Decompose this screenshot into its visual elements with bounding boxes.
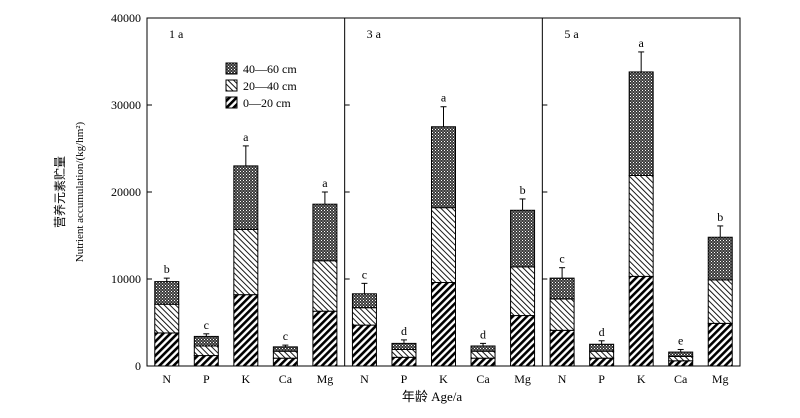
y-tick-label: 0 (135, 359, 141, 373)
significance-letter: c (204, 318, 209, 332)
bar-segment (628, 71, 654, 176)
bar-segment (431, 207, 456, 283)
bar-segment (391, 348, 417, 358)
significance-letter: e (678, 333, 683, 347)
bar-segment (272, 357, 298, 367)
bar-segment (628, 275, 654, 367)
significance-letter: b (520, 183, 526, 197)
bar-segment (510, 315, 536, 367)
y-axis-title: 营养元素贮量 (52, 156, 67, 228)
legend-swatch-0-20 (225, 96, 238, 109)
panel-label: 3 a (367, 27, 382, 41)
labels: 0 10000 20000 30000 40000 1 a b Nc Pa Kc Ca a Mg 3 a c… (111, 11, 729, 386)
bar-segment (510, 209, 536, 268)
bar-segment (154, 281, 180, 305)
legend-label-40-60: 40—60 cm (243, 62, 297, 76)
bar-segment (233, 228, 259, 296)
bar-segment (154, 303, 180, 334)
bar-segment (668, 351, 694, 357)
significance-letter: b (164, 262, 170, 276)
bar-segment (431, 281, 456, 367)
bar-segment (470, 345, 496, 352)
significance-letter: a (243, 130, 249, 144)
legend-swatch-40-60 (225, 62, 238, 75)
x-tick-label: N (162, 372, 171, 386)
bar-segment (431, 126, 456, 209)
x-tick-label: Mg (317, 372, 334, 386)
bar-segment (154, 332, 180, 367)
bar-segment (510, 266, 536, 317)
bar-segment (312, 203, 338, 262)
x-tick-label: Mg (712, 372, 729, 386)
bar-segment (272, 346, 298, 352)
x-axis-title: 年龄 Age/a (402, 389, 463, 404)
bar-segment (193, 335, 219, 347)
x-tick-label: Mg (514, 372, 531, 386)
legend-swatch-20-40 (225, 79, 238, 92)
bar-segment (233, 294, 259, 367)
bar-segment (391, 342, 417, 350)
y-axis-subtitle: Nutrient accumulation/(kg/hm²) (74, 121, 86, 262)
bar-segment (470, 350, 496, 359)
bar-segment (668, 360, 694, 367)
x-tick-label: Ca (674, 372, 688, 386)
bar-segment (233, 165, 259, 230)
bar-segment (707, 236, 733, 281)
bar-segment (668, 355, 694, 362)
x-tick-label: N (558, 372, 567, 386)
y-tick-label: 30000 (111, 98, 141, 112)
significance-letter: b (717, 210, 723, 224)
bar-segment (312, 310, 338, 367)
y-tick-label: 40000 (111, 11, 141, 25)
bar-segment (312, 260, 338, 312)
legend-label-0-20: 0—20 cm (243, 96, 291, 110)
legend-label-20-40: 20—40 cm (243, 79, 297, 93)
bar-segment (351, 307, 377, 326)
x-tick-label: K (439, 372, 448, 386)
panel-label: 1 a (169, 27, 184, 41)
significance-letter: a (322, 176, 328, 190)
bar-segment (193, 355, 219, 367)
bar-segment (549, 298, 575, 331)
bar-segment (549, 329, 575, 367)
bars (154, 51, 733, 367)
y-tick-label: 20000 (111, 185, 141, 199)
bar-segment (628, 174, 654, 277)
bar-segment (193, 345, 219, 357)
x-tick-label: K (637, 372, 646, 386)
significance-letter: d (480, 327, 486, 341)
significance-letter: d (599, 325, 605, 339)
significance-letter: c (283, 329, 288, 343)
bar-segment (351, 293, 377, 309)
x-tick-label: K (241, 372, 250, 386)
bar-segment (351, 324, 377, 367)
significance-letter: c (559, 252, 564, 266)
bar-segment (272, 350, 298, 359)
significance-letter: c (362, 267, 367, 281)
x-tick-label: P (401, 372, 408, 386)
y-tick-label: 10000 (111, 272, 141, 286)
bar-segment (707, 279, 733, 324)
significance-letter: a (441, 91, 447, 105)
x-tick-label: Ca (279, 372, 293, 386)
bar-segment (707, 322, 733, 367)
x-tick-label: Ca (476, 372, 490, 386)
panel-label: 5 a (564, 27, 579, 41)
legend: 40—60 cm 20—40 cm 0—20 cm (225, 62, 297, 110)
significance-letter: d (401, 324, 407, 338)
bar-segment (589, 357, 615, 367)
bar-segment (589, 350, 615, 359)
x-tick-label: P (598, 372, 605, 386)
bar-segment (470, 357, 496, 367)
x-tick-label: N (360, 372, 369, 386)
bar-segment (589, 343, 615, 352)
bar-segment (549, 277, 575, 300)
x-tick-label: P (203, 372, 210, 386)
bar-segment (391, 356, 417, 367)
significance-letter: a (639, 36, 645, 50)
